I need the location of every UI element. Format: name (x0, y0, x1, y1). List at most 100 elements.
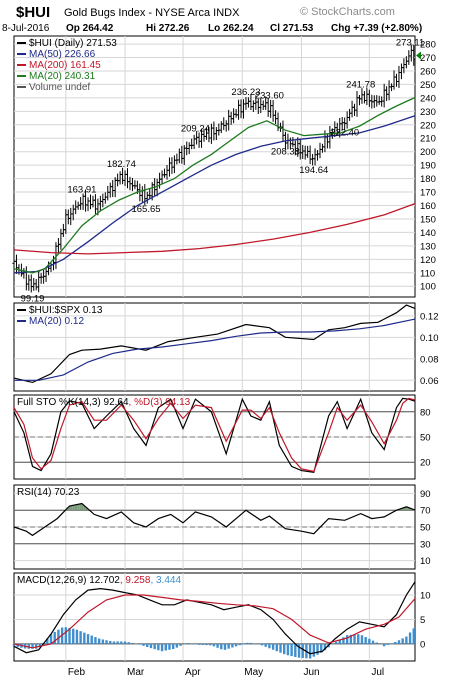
legend-label: MACD(12,26,9) 12.702, 9.258, 3.444 (17, 575, 181, 586)
x-tick-label: Jul (371, 667, 384, 678)
y-tick-label: 10 (420, 591, 431, 602)
histogram-bar (86, 634, 90, 644)
histogram-bar (127, 642, 130, 644)
histogram-bar (194, 643, 197, 645)
histogram-bar (171, 643, 175, 650)
x-tick-label: Apr (185, 667, 201, 678)
histogram-bar (331, 643, 334, 645)
histogram-bar (79, 631, 82, 644)
histogram-bar (357, 634, 360, 644)
legend-label: Volume undef (29, 82, 90, 93)
histogram-bar (334, 641, 338, 644)
panel-price: 100 110 120 130 140 150 160 170 180 190 200 210 220 2… (12, 35, 436, 304)
histogram-bar (27, 643, 31, 649)
histogram-bar (397, 640, 401, 644)
overbought-shade (66, 507, 69, 511)
price-annotation: 233.60 (255, 90, 284, 101)
histogram-bar (382, 643, 386, 647)
y-tick-label: 0.06 (420, 376, 439, 387)
histogram-bar (123, 641, 127, 644)
legend-item: , 9.258 (120, 575, 151, 586)
price-annotation: 236.23 (231, 87, 260, 98)
histogram-bar (109, 640, 112, 644)
histogram-bar (308, 643, 312, 659)
y-tick-label: 100 (420, 282, 436, 293)
price-annotation: 222.40 (330, 128, 359, 139)
histogram-bar (208, 643, 212, 646)
histogram-bar (157, 643, 160, 651)
overbought-shade (81, 504, 84, 511)
histogram-bar (90, 635, 93, 644)
quote-open: Op 264.42 (66, 23, 114, 34)
overbought-shade (70, 505, 73, 511)
overbought-shade (76, 504, 78, 511)
x-axis-labels: Feb Mar Apr May Jun Jul (68, 667, 384, 678)
overbought-shade (68, 506, 71, 511)
overbought-shade (85, 507, 88, 511)
y-tick-label: 140 (420, 228, 436, 239)
legend-item: MACD(12,26,9) 12.702 (17, 575, 120, 586)
legend-label: MA(20) 240.31 (29, 71, 96, 82)
histogram-bar (345, 635, 349, 644)
price-annotation: 241.78 (346, 79, 375, 90)
legend-label: Full STO %K(14,3) 92.64, %D(3) 94.13 (17, 397, 191, 408)
histogram-bar (142, 643, 145, 646)
histogram-bar (283, 643, 286, 655)
histogram-bar (231, 643, 234, 648)
y-tick-label: 20 (420, 458, 431, 469)
histogram-bar (379, 643, 382, 645)
histogram-bar (245, 642, 249, 644)
histogram-bar (83, 632, 86, 644)
panel-frame (13, 572, 416, 662)
y-tick-label: 170 (420, 188, 436, 199)
series-line-ma-20- (13, 96, 416, 274)
legend-label: $HUI (Daily) 271.53 (29, 38, 117, 49)
histogram-bar (190, 643, 193, 645)
histogram-bar (320, 643, 323, 653)
legend-item: , 3.444 (150, 575, 181, 586)
histogram-bar (316, 643, 319, 655)
histogram-bar (134, 643, 138, 645)
histogram-bar (368, 638, 371, 644)
overbought-shade (83, 505, 86, 511)
histogram-bar (153, 643, 156, 650)
histogram-bar (64, 627, 68, 644)
series-line--d (13, 397, 416, 473)
quote-change: Chg +7.39 (+2.80%) (331, 23, 422, 34)
histogram-bar (401, 638, 404, 644)
overbought-shade (72, 505, 75, 511)
legend-item: RSI(14) 70.23 (17, 487, 80, 498)
y-tick-label: 230 (420, 107, 436, 118)
x-tick-label: Jun (303, 667, 319, 678)
y-tick-label: 190 (420, 161, 436, 172)
histogram-bar (101, 639, 105, 644)
histogram-bar (349, 634, 353, 644)
histogram-bar (371, 640, 375, 644)
panel-stochastic: 20 50 80 Full STO %K(14,3) 92.64, %D(3) 94.… (13, 394, 431, 480)
histogram-bar (405, 636, 408, 644)
y-tick-label: 160 (420, 201, 436, 212)
panel-frame (13, 302, 416, 392)
index-name: Gold Bugs Index - NYSE Arca INDX (64, 7, 240, 19)
histogram-bar (227, 643, 230, 649)
histogram-bar (131, 642, 134, 644)
y-tick-label: 0.12 (420, 311, 439, 322)
price-annotation: 165.65 (131, 204, 160, 215)
series-line--k (13, 397, 416, 473)
y-tick-label: 50 (420, 523, 431, 534)
y-tick-label: 30 (420, 539, 431, 550)
y-tick-label: 130 (420, 241, 436, 252)
histogram-bar (205, 643, 208, 646)
histogram-bar (279, 643, 282, 653)
histogram-bar (183, 643, 186, 645)
legend-item: Full STO %K(14,3) 92.64 (17, 397, 129, 408)
y-tick-label: 50 (420, 433, 431, 444)
histogram-bar (223, 643, 227, 650)
histogram-bar (301, 643, 304, 658)
y-tick-label: 150 (420, 214, 436, 225)
last-price-arrow (416, 51, 421, 60)
overbought-shade (409, 508, 411, 511)
histogram-bar (201, 643, 204, 646)
series-line-signal (13, 594, 416, 649)
